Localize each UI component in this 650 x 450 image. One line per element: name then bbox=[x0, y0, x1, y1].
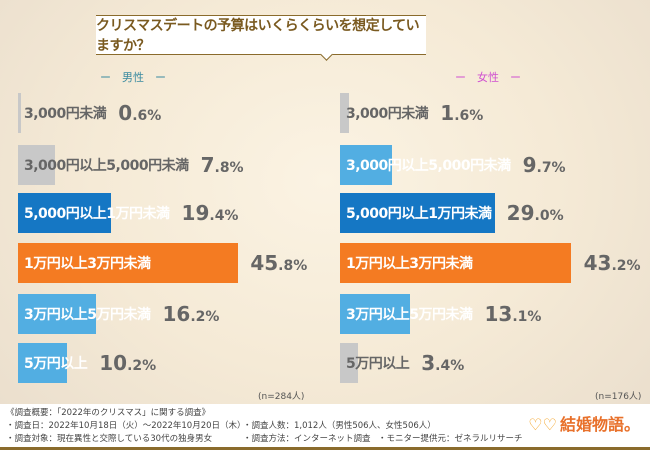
bar bbox=[340, 243, 572, 283]
category-label: 3,000円未満 bbox=[346, 106, 429, 122]
category-label: 5,000円以上1万円未満 bbox=[24, 206, 170, 222]
bar bbox=[18, 145, 56, 185]
logo: ♡♡ 結婚物語。 bbox=[528, 415, 640, 434]
survey-heading: 《調査概要：「2022年のクリスマス」に関する調査》 bbox=[6, 408, 211, 418]
hearts-icon: ♡♡ bbox=[528, 415, 557, 434]
bar bbox=[340, 93, 349, 133]
category-label: 3,000円以上5,000円未満 bbox=[346, 158, 511, 174]
bar-row: 1万円以上3万円未満 43.2% bbox=[340, 243, 641, 283]
bar bbox=[340, 193, 496, 233]
value-label: 7.8% bbox=[200, 153, 244, 177]
value-label: 1.6% bbox=[440, 101, 484, 125]
bar bbox=[18, 93, 21, 133]
category-label: 3万円以上5万円未満 bbox=[346, 307, 473, 323]
bar-row: 3万円以上5万円未満 16.2% bbox=[18, 294, 219, 334]
survey-count: ・調査人数：1,012人（男性506人、女性506人） bbox=[243, 421, 436, 431]
value-label: 3.4% bbox=[421, 351, 465, 375]
value-label: 45.8% bbox=[250, 251, 308, 275]
male-heading: ー 男性 ー bbox=[100, 71, 166, 84]
bar-row: 3万円以上5万円未満 13.1% bbox=[340, 294, 541, 334]
category-label: 5万円以上 bbox=[346, 356, 410, 372]
category-label: 3万円以上5万円未満 bbox=[24, 307, 151, 323]
bar-row: 1万円以上3万円未満 45.8% bbox=[18, 243, 307, 283]
survey-method: ・調査方法：インターネット調査 bbox=[243, 434, 371, 444]
value-label: 29.0% bbox=[506, 201, 564, 225]
bar bbox=[18, 294, 96, 334]
female-heading: ー 女性 ー bbox=[455, 71, 521, 84]
bar-row: 3,000円未満 0.6% bbox=[18, 93, 161, 133]
value-label: 0.6% bbox=[118, 101, 162, 125]
bar-row: 3,000円以上5,000円未満 7.8% bbox=[18, 145, 244, 185]
survey-footer: 《調査概要：「2022年のクリスマス」に関する調査》 ・調査日：2022年10月… bbox=[0, 404, 650, 450]
category-label: 1万円以上3万円未満 bbox=[346, 256, 473, 272]
female-n-label: (n=176人) bbox=[595, 392, 642, 402]
survey-monitor: ・モニター提供元：ゼネラルリサーチ bbox=[378, 434, 523, 444]
value-label: 9.7% bbox=[522, 153, 566, 177]
survey-date: ・調査日：2022年10月18日（火）～2022年10月20日（木） bbox=[6, 421, 246, 431]
bar-row: 5万円以上 10.2% bbox=[18, 343, 156, 383]
bar-row: 3,000円以上5,000円未満 9.7% bbox=[340, 145, 566, 185]
bar bbox=[18, 243, 238, 283]
bar-row: 3,000円未満 1.6% bbox=[340, 93, 483, 133]
bar bbox=[340, 145, 392, 185]
bar bbox=[340, 343, 359, 383]
value-label: 13.1% bbox=[484, 302, 542, 326]
chart-title: クリスマスデートの予算はいくらくらいを想定していますか？ bbox=[96, 15, 426, 55]
value-label: 19.4% bbox=[181, 201, 239, 225]
category-label: 5万円以上 bbox=[24, 356, 88, 372]
bar-row: 5,000円以上1万円未満 19.4% bbox=[18, 193, 238, 233]
bar bbox=[18, 343, 67, 383]
male-n-label: (n=284人) bbox=[258, 392, 305, 402]
value-label: 16.2% bbox=[162, 302, 220, 326]
bar-row: 5万円以上 3.4% bbox=[340, 343, 464, 383]
bar-row: 5,000円以上1万円未満 29.0% bbox=[340, 193, 564, 233]
category-label: 3,000円以上5,000円未満 bbox=[24, 158, 189, 174]
value-label: 43.2% bbox=[583, 251, 641, 275]
bar bbox=[18, 193, 112, 233]
bar bbox=[340, 294, 411, 334]
category-label: 5,000円以上1万円未満 bbox=[346, 206, 492, 222]
survey-target: ・調査対象：現在異性と交際している30代の独身男女 bbox=[6, 434, 213, 444]
category-label: 1万円以上3万円未満 bbox=[24, 256, 151, 272]
category-label: 3,000円未満 bbox=[24, 106, 107, 122]
value-label: 10.2% bbox=[99, 351, 157, 375]
